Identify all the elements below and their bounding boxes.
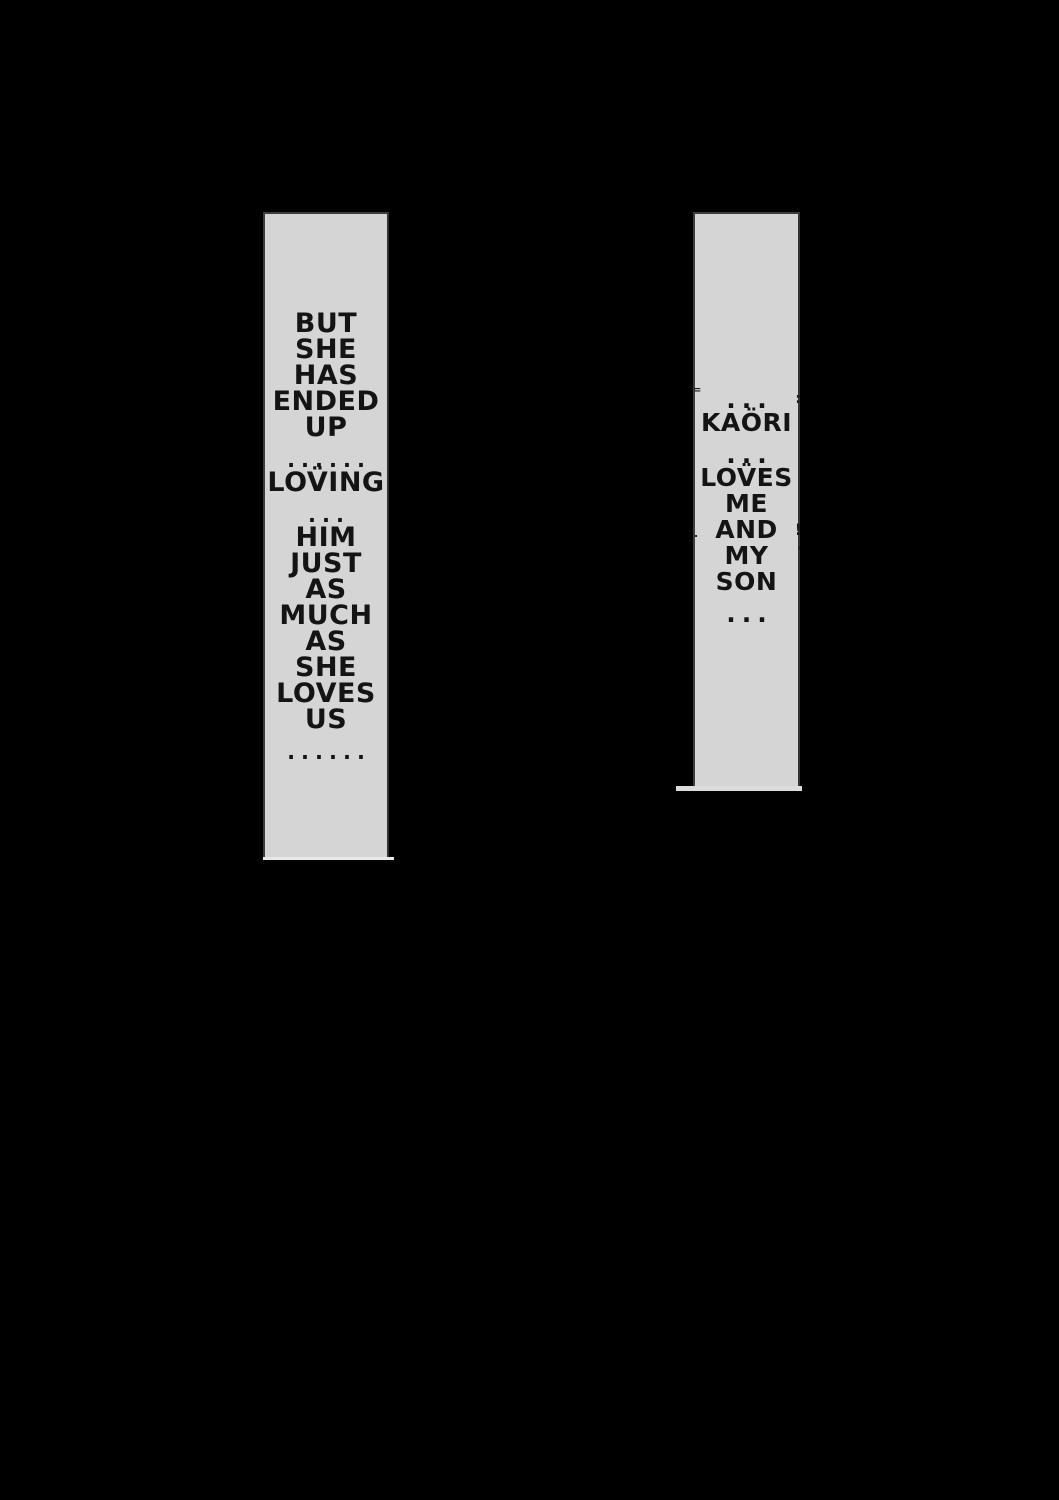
bubble-text-line: KAÖRI bbox=[700, 407, 793, 437]
ellipsis-line: ...... bbox=[287, 448, 371, 472]
bubble-text-line: SON bbox=[715, 566, 778, 596]
ellipsis-line: ... bbox=[308, 503, 350, 527]
bubble-bottom-edge-highlight bbox=[676, 786, 802, 791]
clipped-glyph-fragment: = bbox=[693, 385, 702, 396]
ellipsis-line: ... bbox=[726, 598, 773, 628]
bubble-text-line: US bbox=[304, 704, 348, 735]
speech-bubble-right: ... KAÖRI ... LOV̈ES ME AND MY SON ... =… bbox=[693, 212, 802, 790]
bubble-text-line: MUCH bbox=[279, 600, 373, 631]
bubble-text-line: UP bbox=[304, 412, 348, 443]
bubble-text-line: LOV̈ING bbox=[267, 467, 385, 498]
bubble-text-line: BUT bbox=[294, 308, 358, 339]
bubble-text-line: AS bbox=[305, 574, 347, 605]
clipped-glyph-fragment: ! bbox=[794, 520, 802, 539]
bubble-text-line: LOVES bbox=[276, 678, 376, 709]
bubble-text-line: AS bbox=[305, 626, 347, 657]
bubble-text-line: HIM bbox=[295, 522, 357, 553]
clipped-glyph-fragment: ' bbox=[797, 545, 801, 560]
bubble-text-line: AND bbox=[715, 514, 778, 544]
bubble-text-line: JUST bbox=[290, 548, 362, 579]
bubble-text-line: ENDED bbox=[272, 386, 380, 417]
ellipsis-line: ... bbox=[726, 439, 773, 469]
bubble-text-line: SHE bbox=[295, 652, 357, 683]
bubble-text-line: HAS bbox=[293, 360, 359, 391]
bubble-text-line: MY bbox=[724, 540, 769, 570]
speech-bubble-left: BUT SHE HAS ENDED UP ...... LOV̈ING ... … bbox=[263, 212, 389, 859]
clipped-glyph-fragment: : bbox=[795, 391, 801, 407]
ellipsis-line: ... bbox=[726, 384, 773, 414]
bubble-text-line: LOV̈ES bbox=[700, 462, 793, 492]
clipped-glyph-fragment: . bbox=[694, 527, 699, 540]
bubble-text-line: ME bbox=[725, 488, 768, 518]
bubble-text-line: SHE bbox=[295, 334, 357, 365]
bubble-bottom-edge-highlight bbox=[263, 857, 394, 860]
ellipsis-line: ...... bbox=[287, 740, 371, 764]
